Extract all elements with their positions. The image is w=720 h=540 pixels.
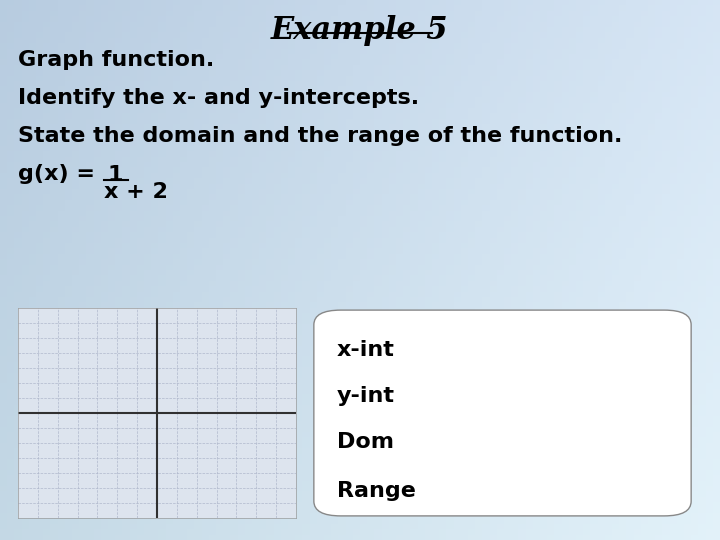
Text: Example 5: Example 5 bbox=[271, 15, 449, 46]
Text: Graph function.: Graph function. bbox=[18, 50, 215, 70]
Text: Range: Range bbox=[337, 481, 416, 501]
Text: y-int: y-int bbox=[337, 386, 395, 406]
Text: x-int: x-int bbox=[337, 340, 395, 360]
FancyBboxPatch shape bbox=[314, 310, 691, 516]
Text: Identify the x- and y-intercepts.: Identify the x- and y-intercepts. bbox=[18, 88, 419, 108]
Text: x + 2: x + 2 bbox=[104, 182, 168, 202]
Text: State the domain and the range of the function.: State the domain and the range of the fu… bbox=[18, 126, 622, 146]
Text: 1: 1 bbox=[108, 165, 124, 185]
Text: Dom: Dom bbox=[337, 433, 394, 453]
Text: g(x) =: g(x) = bbox=[18, 164, 103, 184]
